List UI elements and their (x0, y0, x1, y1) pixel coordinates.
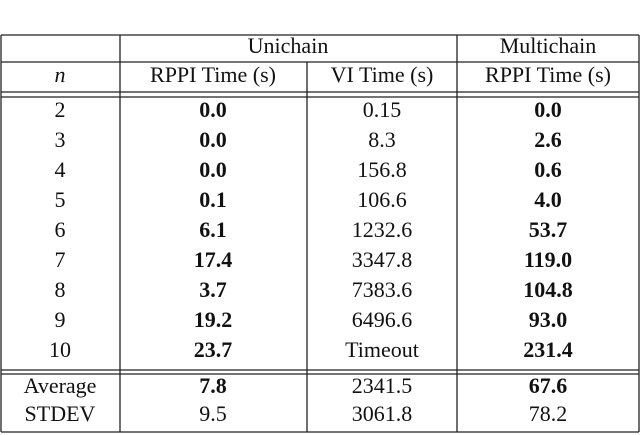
cell: 7.8 (199, 373, 227, 398)
cell: 67.6 (529, 373, 568, 398)
group-header: Unichain (248, 33, 329, 58)
cell: 93.0 (529, 307, 568, 332)
cell: 3.7 (199, 277, 227, 302)
cell: 17.4 (194, 247, 233, 272)
cell: 78.2 (529, 401, 568, 426)
cell: 0.15 (363, 97, 402, 122)
row-label: STDEV (25, 401, 96, 426)
cell: 231.4 (523, 337, 573, 362)
cell: 119.0 (524, 247, 572, 272)
cell: 4.0 (534, 187, 562, 212)
row-label: Average (24, 373, 97, 398)
row-label: 2 (55, 97, 66, 122)
cell: 0.0 (199, 127, 227, 152)
row-label: 8 (55, 277, 66, 302)
cell: 3061.8 (352, 401, 413, 426)
cell: 23.7 (194, 337, 233, 362)
row-label: 5 (55, 187, 66, 212)
cell: 106.6 (357, 187, 407, 212)
row-label: 6 (55, 217, 66, 242)
row-label: 4 (55, 157, 66, 182)
row-label: 3 (55, 127, 66, 152)
cell: 0.0 (199, 157, 227, 182)
cell: 0.6 (534, 157, 562, 182)
row-label: 7 (55, 247, 66, 272)
row-label: 10 (49, 337, 71, 362)
cell: 7383.6 (352, 277, 413, 302)
cell: 0.0 (199, 97, 227, 122)
cell: 2341.5 (352, 373, 413, 398)
cell: 0.0 (534, 97, 562, 122)
row-label: 9 (55, 307, 66, 332)
column-header: VI Time (s) (331, 62, 434, 87)
cell: 156.8 (357, 157, 407, 182)
cell: 9.5 (199, 401, 227, 426)
cell: Timeout (345, 337, 419, 362)
cell: 53.7 (529, 217, 568, 242)
column-header: RPPI Time (s) (485, 62, 611, 87)
cell: 1232.6 (352, 217, 413, 242)
column-header: RPPI Time (s) (150, 62, 276, 87)
cell: 3347.8 (352, 247, 413, 272)
cell: 0.1 (199, 187, 227, 212)
cell: 19.2 (194, 307, 233, 332)
group-header: Multichain (500, 33, 597, 58)
cell: 6.1 (199, 217, 227, 242)
cell: 104.8 (523, 277, 573, 302)
column-header: n (55, 62, 66, 87)
cell: 8.3 (368, 127, 396, 152)
cell: 6496.6 (352, 307, 413, 332)
cell: 2.6 (534, 127, 562, 152)
